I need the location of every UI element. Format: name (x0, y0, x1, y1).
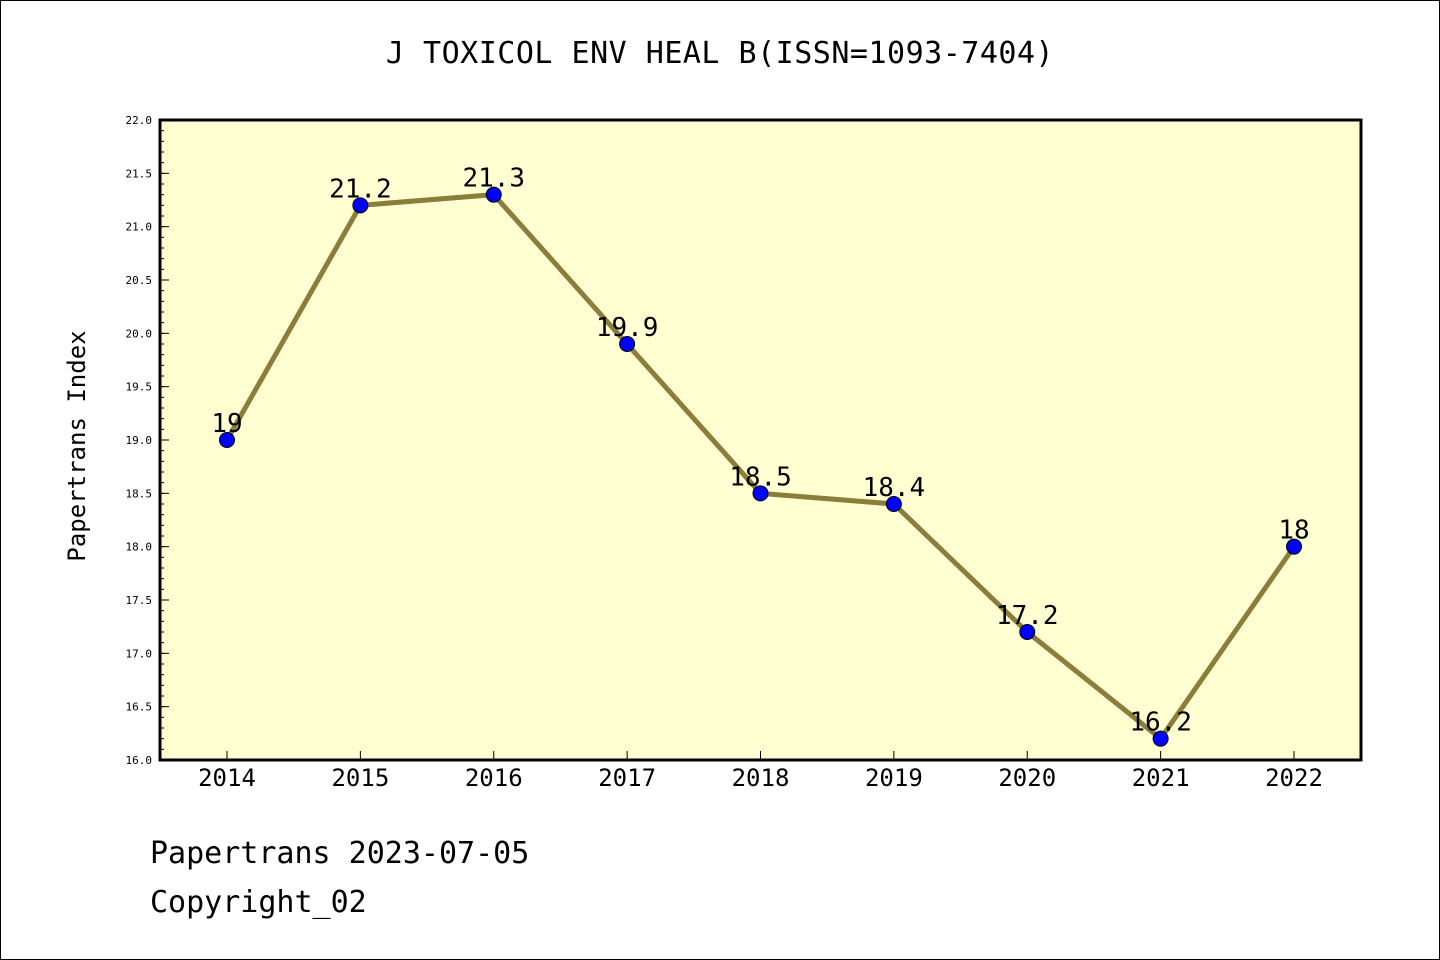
data-label: 21.3 (462, 164, 525, 194)
data-point (885, 496, 902, 512)
x-tick-label: 2019 (865, 764, 923, 792)
x-tick-label: 2018 (732, 764, 790, 792)
data-label: 17.2 (996, 601, 1059, 631)
footer-date: Papertrans 2023-07-05 (150, 836, 530, 871)
y-tick-label: 18.5 (126, 487, 153, 500)
y-axis-label: Papertrans Index (63, 330, 91, 561)
data-label: 19.9 (596, 313, 659, 343)
data-point (219, 432, 235, 448)
data-label: 19 (211, 409, 242, 439)
y-tick-label: 16.0 (126, 754, 153, 767)
y-tick-label: 16.5 (126, 701, 153, 714)
x-tick-label: 2020 (998, 764, 1056, 792)
footer-copyright: Copyright_02 (150, 885, 367, 920)
x-tick-label: 2021 (1132, 764, 1190, 792)
x-tick-label: 2017 (598, 764, 656, 792)
x-tick-label: 2015 (331, 764, 389, 792)
data-label: 16.2 (1129, 708, 1192, 738)
data-point (1152, 730, 1169, 747)
chart-title: J TOXICOL ENV HEAL B(ISSN=1093-7404) (385, 36, 1055, 71)
data-point (619, 336, 636, 352)
data-label: 18.4 (863, 473, 926, 503)
data-point (352, 197, 369, 214)
x-tick-label: 2016 (465, 764, 523, 792)
y-tick-label: 17.0 (126, 647, 153, 660)
data-point (485, 186, 502, 203)
data-point (1019, 624, 1036, 640)
data-label: 21.2 (329, 174, 392, 204)
data-point (752, 485, 769, 502)
y-tick-label: 19.5 (126, 381, 153, 394)
y-tick-label: 21.0 (126, 221, 153, 234)
y-tick-label: 20.5 (126, 274, 153, 287)
y-tick-label: 18.0 (126, 541, 153, 554)
y-tick-label: 20.0 (126, 327, 153, 340)
y-tick-label: 19.0 (126, 434, 153, 447)
x-tick-label: 2014 (198, 764, 256, 792)
data-point (1286, 538, 1302, 555)
plot-area (158, 118, 1363, 762)
data-label: 18.5 (729, 462, 792, 492)
y-tick-label: 21.5 (126, 167, 153, 180)
y-tick-label: 17.5 (126, 594, 153, 607)
y-tick-label: 22.0 (126, 114, 153, 127)
x-tick-label: 2022 (1265, 764, 1323, 792)
data-label: 18 (1278, 516, 1309, 546)
